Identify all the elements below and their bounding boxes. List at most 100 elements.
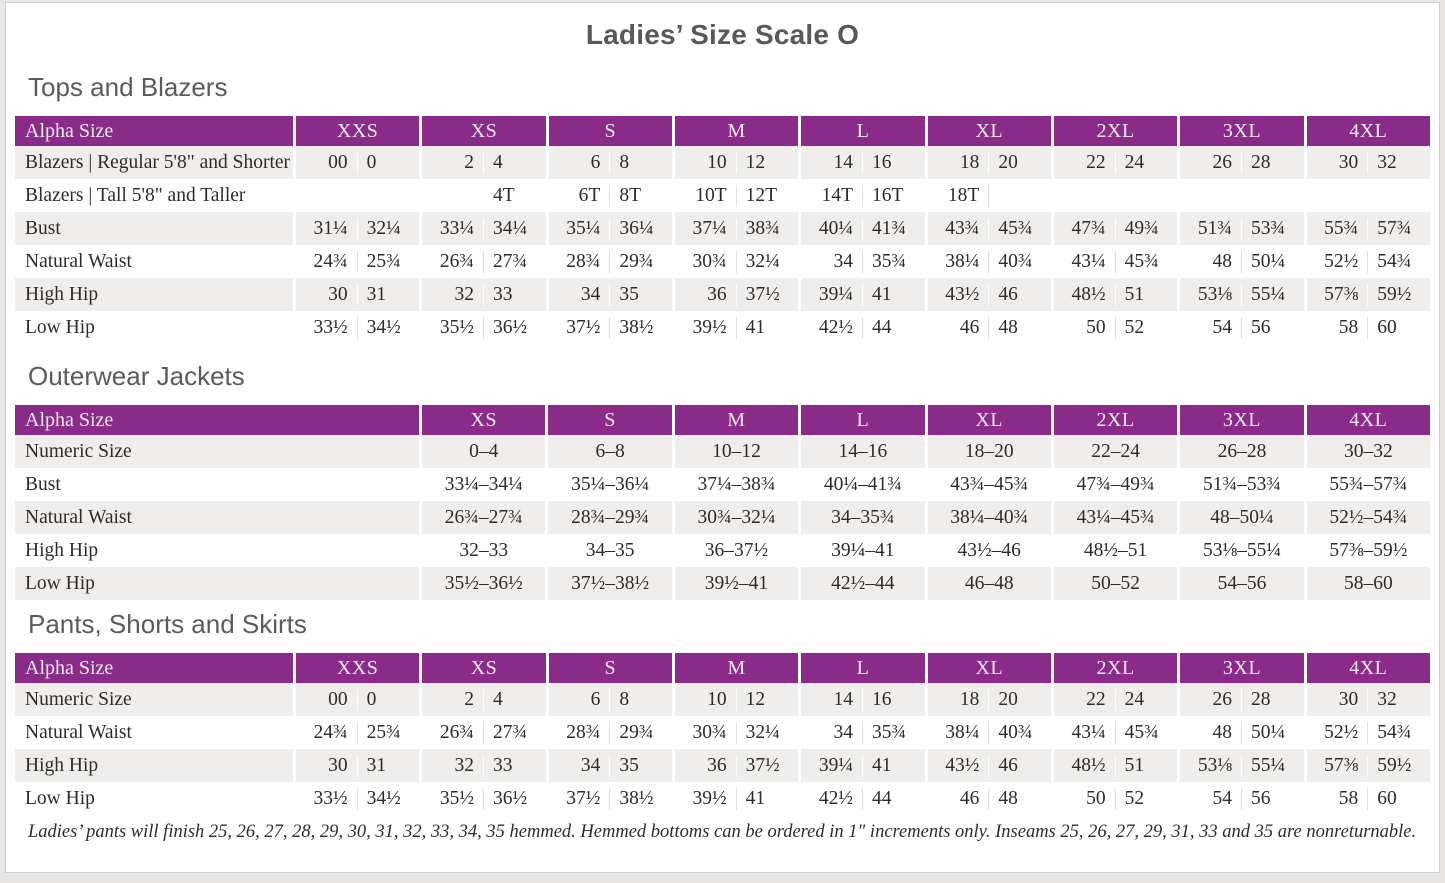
table-header-row: Alpha Size XS S M L XL 2XL 3XL 4XL xyxy=(15,405,1430,435)
value-right: 32¼ xyxy=(366,217,401,239)
value-cell: 18 20 xyxy=(927,683,1051,716)
alpha-size-header-cell: Alpha Size xyxy=(15,116,293,146)
value-right: 40¾ xyxy=(998,250,1033,272)
value-cell: 26 28 xyxy=(1180,683,1304,716)
value-cell: 10–12 xyxy=(674,435,799,468)
value-cell: 54 56 xyxy=(1180,782,1304,815)
value-right: 41¾ xyxy=(871,217,907,239)
value-cell: 26 28 xyxy=(1180,146,1304,179)
value-cell: 18T xyxy=(927,179,1051,212)
size-header-cell: L xyxy=(801,653,925,683)
value-right: 51 xyxy=(1124,754,1145,776)
value-cell: 37½ 38½ xyxy=(548,311,672,344)
value-right: 25¾ xyxy=(366,250,401,272)
value-range: 39½–41 xyxy=(704,572,769,594)
value-cell: 34–35 xyxy=(548,534,672,567)
value-right: 56 xyxy=(1250,316,1271,338)
value-left: 39½ xyxy=(675,316,737,339)
value-right: 41 xyxy=(745,787,766,809)
value-range: 34–35 xyxy=(585,539,635,561)
value-cell: 28¾ 29¾ xyxy=(548,716,672,749)
value-cell xyxy=(1306,179,1430,212)
value-cell: 30–32 xyxy=(1306,435,1430,468)
size-header-cell: 3XL xyxy=(1180,653,1304,683)
value-right: 31 xyxy=(366,754,387,776)
value-right: 48 xyxy=(998,787,1018,809)
size-header-cell: S xyxy=(548,116,672,146)
value-cell: 33¼–34¼ xyxy=(422,468,546,501)
size-header-cell: XXS xyxy=(296,653,420,683)
value-left: 14 xyxy=(801,688,863,711)
value-cell: 22 24 xyxy=(1053,683,1178,716)
value-right: 59½ xyxy=(1377,283,1412,305)
value-cell: 57⅜ 59½ xyxy=(1306,278,1430,311)
size-header-cell: M xyxy=(674,653,799,683)
size-header-cell: S xyxy=(548,405,672,435)
value-right: 29¾ xyxy=(619,250,654,272)
value-range: 47¾–49¾ xyxy=(1076,473,1155,495)
value-cell: 30¾–32¼ xyxy=(674,501,799,534)
value-right: 0 xyxy=(366,151,377,173)
value-right: 55¼ xyxy=(1250,283,1286,305)
size-header-cell: XL xyxy=(927,653,1051,683)
value-left: 53⅛ xyxy=(1180,754,1242,777)
value-right: 46 xyxy=(998,754,1018,776)
value-range: 46–48 xyxy=(964,572,1014,594)
value-cell: 48½ 51 xyxy=(1053,749,1178,782)
value-cell: 14 16 xyxy=(801,683,925,716)
value-right: 12 xyxy=(745,151,766,173)
value-right: 24 xyxy=(1124,151,1145,173)
size-header-cell: XS xyxy=(422,653,546,683)
row-label: Bust xyxy=(15,468,419,501)
value-cell: 00 0 xyxy=(296,146,420,179)
value-right: 36½ xyxy=(493,316,528,338)
value-left: 34 xyxy=(801,250,863,273)
value-cell: 46 48 xyxy=(927,311,1051,344)
value-right: 28 xyxy=(1250,151,1271,173)
value-left: 32 xyxy=(422,283,484,306)
value-left: 22 xyxy=(1054,151,1116,174)
value-cell: 22–24 xyxy=(1053,435,1178,468)
value-left: 6T xyxy=(549,184,611,207)
value-right: 40¾ xyxy=(998,721,1033,743)
value-range: 52½–54¾ xyxy=(1329,506,1408,528)
row-label: High Hip xyxy=(15,749,293,782)
value-cell: 35½ 36½ xyxy=(422,311,546,344)
value-right: 54¾ xyxy=(1377,721,1412,743)
value-cell: 32 33 xyxy=(422,749,546,782)
value-right: 31 xyxy=(366,283,387,305)
value-range: 43½–46 xyxy=(957,539,1021,561)
value-cell: 47¾–49¾ xyxy=(1053,468,1178,501)
value-cell: 30 32 xyxy=(1306,683,1430,716)
row-label: Natural Waist xyxy=(15,501,419,534)
value-right: 24 xyxy=(1124,688,1145,710)
value-cell: 30¾ 32¼ xyxy=(674,245,799,278)
value-cell: 58 60 xyxy=(1306,311,1430,344)
value-right: 27¾ xyxy=(493,721,528,743)
value-right: 36¼ xyxy=(619,217,654,239)
value-right: 33 xyxy=(493,754,513,776)
value-left: 26 xyxy=(1180,688,1242,711)
value-left: 58 xyxy=(1307,316,1369,339)
value-left: 43½ xyxy=(928,283,990,306)
size-chart-page: Ladies’ Size Scale O Tops and Blazers Al… xyxy=(5,2,1440,873)
row-label: Bust xyxy=(15,212,293,245)
value-right: 37½ xyxy=(745,754,780,776)
value-cell: 42½–44 xyxy=(801,567,925,600)
value-cell: 36–37½ xyxy=(674,534,799,567)
value-right: 32 xyxy=(1377,151,1397,173)
value-right: 34½ xyxy=(366,787,401,809)
value-cell: 26¾ 27¾ xyxy=(422,716,546,749)
value-range: 0–4 xyxy=(469,440,499,462)
row-label: Low Hip xyxy=(15,567,419,600)
value-cell: 26¾–27¾ xyxy=(422,501,546,534)
value-cell: 6T 8T xyxy=(548,179,672,212)
value-right: 50¼ xyxy=(1250,250,1286,272)
value-left: 36 xyxy=(675,754,737,777)
row-label: Blazers | Regular 5'8" and Shorter xyxy=(15,146,293,179)
value-range: 48–50¼ xyxy=(1210,506,1274,528)
value-right: 28 xyxy=(1250,688,1271,710)
value-left: 24¾ xyxy=(296,250,358,273)
value-left: 10 xyxy=(675,688,737,711)
table-row: Low Hip 35½–36½ 37½–38½ 39½–41 42½–44 46–48 50… xyxy=(15,567,1430,600)
